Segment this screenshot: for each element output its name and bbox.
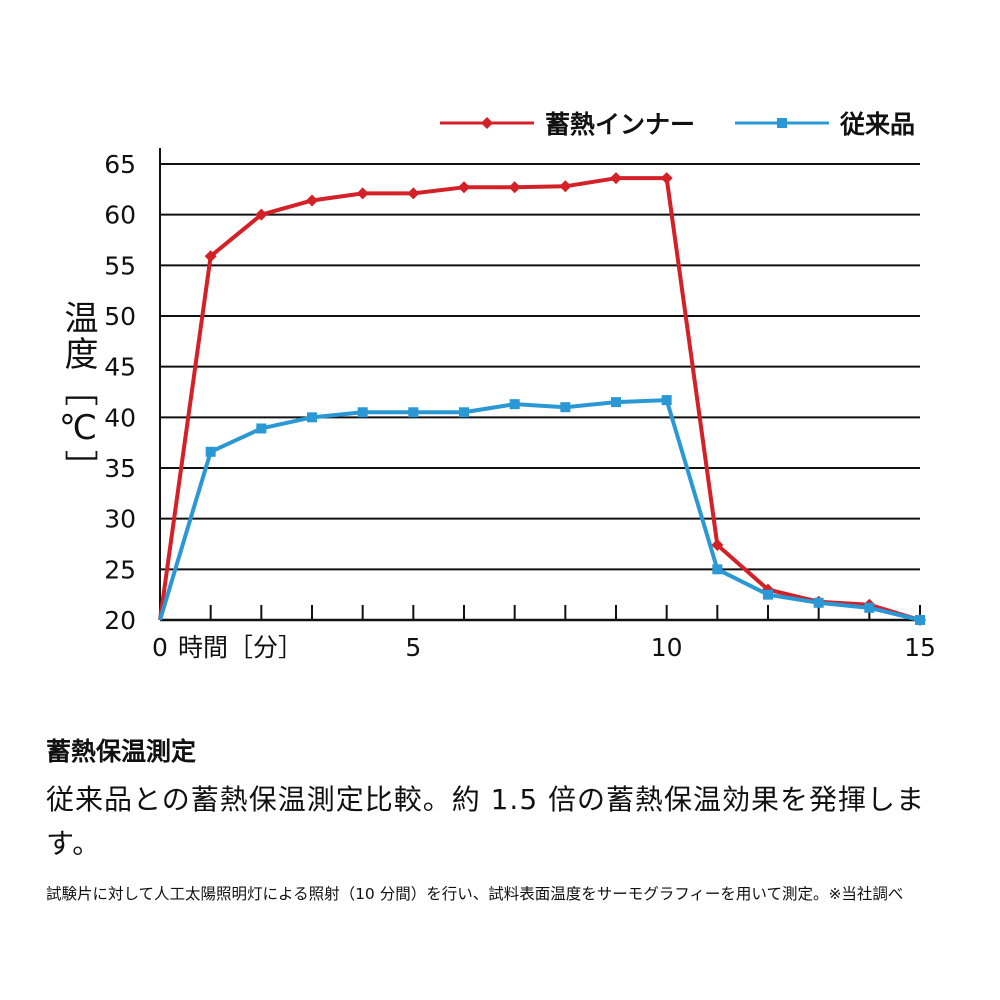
data-point bbox=[660, 172, 673, 185]
data-point bbox=[915, 615, 925, 625]
section-title: 蓄熱保温測定 bbox=[46, 737, 197, 766]
data-point bbox=[306, 194, 318, 207]
y-tick-label: 65 bbox=[104, 150, 136, 179]
data-point bbox=[711, 539, 724, 552]
line-chart: 20 25 30 35 40 45 50 55 60 65 0 5 10 15 時間［分］ 蓄熱インナー 従来品 bbox=[104, 110, 936, 662]
data-point bbox=[560, 402, 571, 413]
x-tick-label: 10 bbox=[651, 633, 683, 662]
data-point bbox=[763, 589, 773, 600]
x-axis-label: 時間［分］ bbox=[178, 633, 303, 662]
y-tick-label: 30 bbox=[104, 505, 136, 534]
y-tick-label: 55 bbox=[104, 251, 136, 280]
y-tick-label: 35 bbox=[104, 454, 136, 483]
legend-marker bbox=[777, 118, 787, 128]
data-point bbox=[307, 412, 317, 423]
y-tick-label: 45 bbox=[104, 353, 136, 382]
data-point bbox=[610, 172, 622, 185]
data-point bbox=[509, 399, 520, 410]
data-point bbox=[255, 208, 268, 221]
data-point bbox=[458, 181, 470, 194]
legend-marker bbox=[481, 117, 493, 129]
data-point bbox=[205, 446, 216, 457]
x-tick-label: 5 bbox=[405, 633, 421, 662]
y-tick-label: 50 bbox=[104, 302, 136, 331]
y-axis-label: 温度［℃］ bbox=[58, 300, 98, 486]
y-tick-label: 20 bbox=[104, 606, 136, 635]
x-tick-label: 0 bbox=[152, 633, 168, 662]
data-point bbox=[508, 181, 521, 194]
data-point bbox=[357, 407, 368, 418]
x-tick-label: 15 bbox=[904, 633, 936, 662]
series-line-1 bbox=[158, 398, 921, 622]
y-tick-label: 40 bbox=[104, 403, 136, 432]
series-line-0 bbox=[158, 176, 921, 622]
legend-label: 従来品 bbox=[839, 110, 915, 139]
data-point bbox=[407, 187, 420, 200]
data-point bbox=[661, 395, 672, 406]
data-point bbox=[813, 597, 824, 608]
y-tick-label: 25 bbox=[104, 555, 136, 584]
data-point bbox=[408, 407, 419, 418]
data-point bbox=[459, 407, 469, 418]
description: 従来品との蓄熱保温測定比較。約 1.5 倍の蓄熱保温効果を発揮します。 bbox=[46, 783, 926, 860]
data-point bbox=[559, 180, 572, 193]
data-point bbox=[611, 397, 621, 408]
y-tick-label: 60 bbox=[104, 201, 136, 230]
footnote: 試験片に対して人工太陽照明灯による照射（10 分間）を行い、試料表面温度をサーモ… bbox=[46, 885, 904, 903]
data-point bbox=[864, 602, 875, 613]
data-point bbox=[356, 187, 369, 200]
legend-label: 蓄熱インナー bbox=[545, 110, 695, 139]
data-point bbox=[256, 423, 267, 434]
data-point bbox=[204, 250, 217, 263]
data-point bbox=[712, 564, 723, 575]
